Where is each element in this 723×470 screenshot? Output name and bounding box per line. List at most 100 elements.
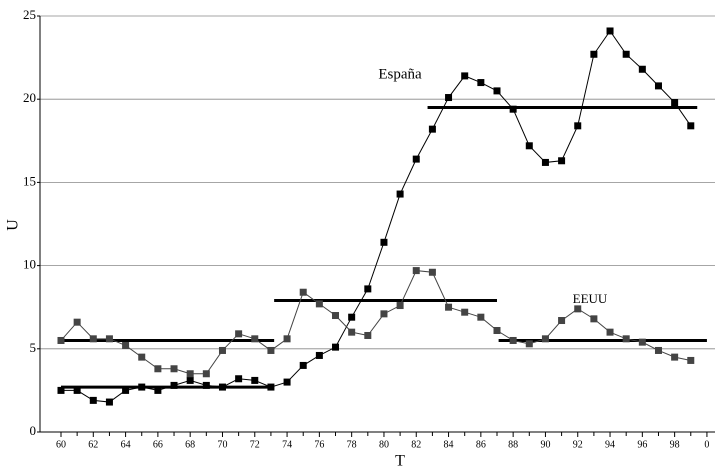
y-tick-label: 10 bbox=[23, 257, 36, 272]
x-tick-label: 84 bbox=[444, 439, 454, 450]
point bbox=[558, 157, 566, 165]
point bbox=[654, 82, 662, 90]
point bbox=[412, 155, 420, 163]
point bbox=[638, 338, 646, 346]
point bbox=[332, 312, 340, 320]
point bbox=[315, 351, 323, 359]
point bbox=[525, 142, 533, 150]
point bbox=[267, 346, 275, 354]
point bbox=[105, 398, 113, 406]
point bbox=[267, 383, 275, 391]
point bbox=[235, 330, 243, 338]
x-tick-label: 90 bbox=[540, 439, 550, 450]
point bbox=[445, 303, 453, 311]
point bbox=[138, 383, 146, 391]
x-tick-label: 78 bbox=[347, 439, 357, 450]
x-tick-label: 86 bbox=[476, 439, 486, 450]
point bbox=[445, 94, 453, 102]
x-tick-label: 88 bbox=[508, 439, 518, 450]
y-axis-label: U bbox=[5, 219, 22, 231]
point bbox=[332, 343, 340, 351]
point bbox=[477, 313, 485, 321]
point bbox=[380, 310, 388, 318]
point bbox=[202, 381, 210, 389]
x-tick-label: 66 bbox=[153, 439, 163, 450]
point bbox=[671, 353, 679, 361]
x-tick-label: 62 bbox=[88, 439, 98, 450]
x-tick-label: 0 bbox=[704, 439, 709, 450]
point bbox=[590, 50, 598, 58]
point bbox=[671, 99, 679, 107]
x-tick-label: 80 bbox=[379, 439, 389, 450]
point bbox=[493, 87, 501, 95]
point bbox=[541, 335, 549, 343]
point bbox=[89, 335, 97, 343]
point bbox=[558, 317, 566, 325]
point bbox=[122, 341, 130, 349]
point bbox=[364, 285, 372, 293]
series-line bbox=[60, 30, 692, 403]
point bbox=[170, 365, 178, 373]
point bbox=[73, 386, 81, 394]
x-tick-label: 60 bbox=[56, 439, 66, 450]
point bbox=[186, 376, 194, 384]
series-line bbox=[60, 270, 691, 375]
point bbox=[283, 378, 291, 386]
point bbox=[299, 361, 307, 369]
point bbox=[73, 318, 81, 326]
x-tick-label: 94 bbox=[605, 439, 615, 450]
point bbox=[251, 335, 259, 343]
point bbox=[412, 267, 420, 275]
point bbox=[218, 383, 226, 391]
x-tick-label: 82 bbox=[411, 439, 421, 450]
y-tick-label: 20 bbox=[23, 90, 36, 105]
point bbox=[461, 308, 469, 316]
point bbox=[477, 79, 485, 87]
point bbox=[574, 305, 582, 313]
x-tick-label: 70 bbox=[217, 439, 227, 450]
point bbox=[380, 238, 388, 246]
point bbox=[574, 122, 582, 130]
point bbox=[138, 353, 146, 361]
point bbox=[348, 328, 356, 336]
point bbox=[638, 65, 646, 73]
point bbox=[541, 158, 549, 166]
series-label: España bbox=[378, 66, 422, 82]
x-tick-label: 76 bbox=[314, 439, 324, 450]
point bbox=[57, 336, 65, 344]
point bbox=[57, 386, 65, 394]
series-label: EEUU bbox=[573, 291, 608, 306]
point bbox=[461, 72, 469, 80]
point bbox=[622, 335, 630, 343]
point bbox=[283, 335, 291, 343]
point bbox=[299, 288, 307, 296]
point bbox=[493, 326, 501, 334]
x-axis-label: T bbox=[395, 453, 405, 470]
point bbox=[396, 302, 404, 310]
point bbox=[154, 365, 162, 373]
point bbox=[396, 190, 404, 198]
point bbox=[186, 370, 194, 378]
point bbox=[170, 381, 178, 389]
point bbox=[251, 376, 259, 384]
x-tick-label: 74 bbox=[282, 439, 292, 450]
point bbox=[606, 328, 614, 336]
point bbox=[235, 375, 243, 383]
y-tick-label: 15 bbox=[23, 173, 36, 188]
x-tick-label: 98 bbox=[670, 439, 680, 450]
point bbox=[105, 335, 113, 343]
point bbox=[428, 125, 436, 133]
y-tick-label: 25 bbox=[23, 7, 36, 22]
point bbox=[315, 300, 323, 308]
point bbox=[122, 386, 130, 394]
point bbox=[364, 331, 372, 339]
point bbox=[687, 356, 695, 364]
x-tick-label: 96 bbox=[637, 439, 647, 450]
point bbox=[509, 105, 517, 113]
y-tick-label: 0 bbox=[30, 423, 37, 438]
point bbox=[509, 336, 517, 344]
point bbox=[654, 346, 662, 354]
x-tick-label: 68 bbox=[185, 439, 195, 450]
point bbox=[348, 313, 356, 321]
